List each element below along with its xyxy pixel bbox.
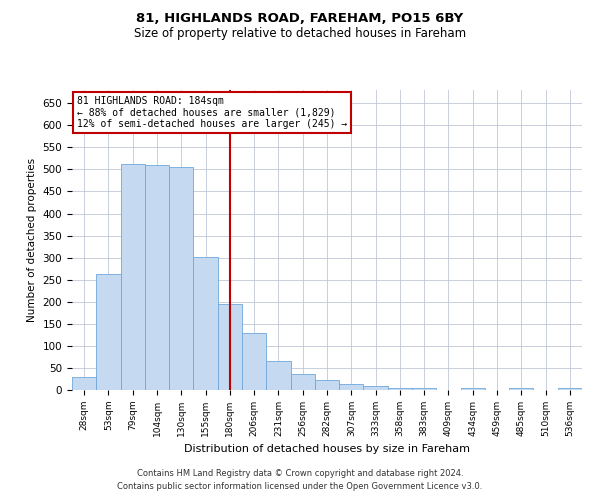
- Bar: [509, 388, 533, 390]
- Bar: [461, 388, 485, 390]
- Text: Contains public sector information licensed under the Open Government Licence v3: Contains public sector information licen…: [118, 482, 482, 491]
- Bar: [218, 304, 242, 390]
- Bar: [290, 374, 315, 390]
- Bar: [558, 388, 582, 390]
- Bar: [72, 377, 96, 390]
- Bar: [364, 386, 388, 390]
- Text: 81 HIGHLANDS ROAD: 184sqm
← 88% of detached houses are smaller (1,829)
12% of se: 81 HIGHLANDS ROAD: 184sqm ← 88% of detac…: [77, 96, 347, 129]
- Text: 81, HIGHLANDS ROAD, FAREHAM, PO15 6BY: 81, HIGHLANDS ROAD, FAREHAM, PO15 6BY: [136, 12, 464, 26]
- Bar: [388, 388, 412, 390]
- X-axis label: Distribution of detached houses by size in Fareham: Distribution of detached houses by size …: [184, 444, 470, 454]
- Bar: [121, 164, 145, 390]
- Bar: [96, 274, 121, 390]
- Bar: [145, 164, 169, 390]
- Bar: [412, 388, 436, 390]
- Bar: [266, 362, 290, 390]
- Y-axis label: Number of detached properties: Number of detached properties: [27, 158, 37, 322]
- Bar: [193, 257, 218, 390]
- Text: Contains HM Land Registry data © Crown copyright and database right 2024.: Contains HM Land Registry data © Crown c…: [137, 468, 463, 477]
- Text: Size of property relative to detached houses in Fareham: Size of property relative to detached ho…: [134, 28, 466, 40]
- Bar: [242, 332, 266, 390]
- Bar: [339, 384, 364, 390]
- Bar: [169, 167, 193, 390]
- Bar: [315, 380, 339, 390]
